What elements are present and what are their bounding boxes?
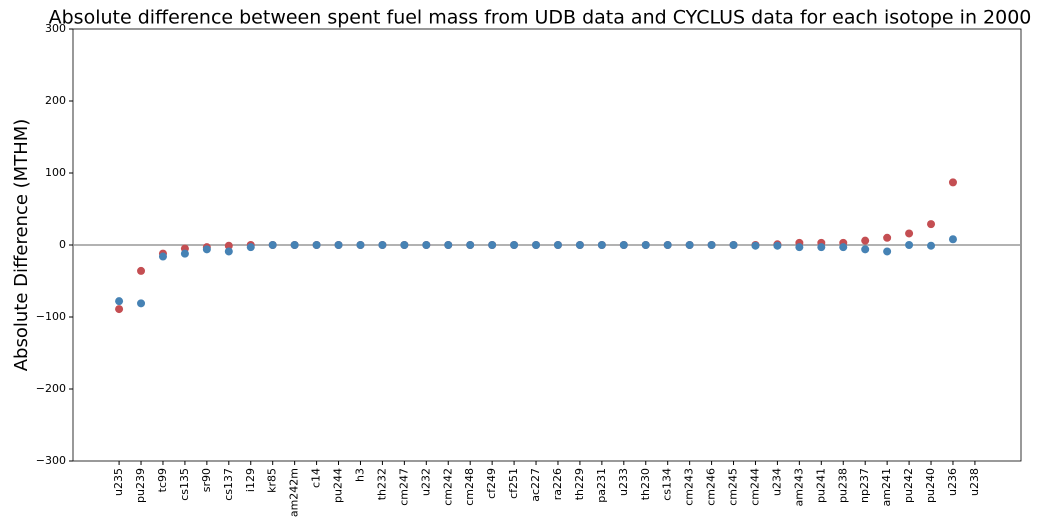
- point: [246, 243, 255, 252]
- point: [224, 241, 233, 250]
- x-tick-label: kr85: [266, 468, 279, 493]
- point: [334, 241, 343, 249]
- point: [685, 241, 694, 249]
- point: [905, 229, 914, 238]
- point: [619, 241, 628, 249]
- x-tick-label: cm246: [705, 468, 718, 506]
- x-tick-label: sr90: [200, 468, 213, 492]
- x-tick-label: pa231: [595, 468, 608, 503]
- point: [444, 241, 453, 249]
- point: [115, 297, 124, 306]
- x-tick-label: pu239: [134, 468, 147, 503]
- x-tick-label: cm248: [463, 468, 476, 506]
- point: [948, 235, 957, 244]
- x-tick-label: am242m: [288, 468, 301, 517]
- point: [597, 241, 606, 249]
- point: [202, 245, 211, 254]
- point: [641, 241, 650, 249]
- y-tick-label: −100: [36, 310, 66, 323]
- x-tick-label: cs134: [661, 468, 674, 501]
- x-tick-label: pu242: [902, 468, 915, 503]
- y-tick-label: 0: [59, 238, 66, 251]
- point: [532, 241, 541, 249]
- x-tick-label: c14: [310, 468, 323, 488]
- point: [553, 241, 562, 249]
- x-tick-label: cm247: [397, 468, 410, 506]
- point: [839, 243, 848, 252]
- point: [137, 299, 146, 308]
- point: [948, 178, 957, 187]
- x-tick-label: cs137: [222, 468, 235, 501]
- x-tick-label: pu238: [836, 468, 849, 503]
- x-tick-label: u232: [419, 468, 432, 496]
- point: [707, 241, 716, 249]
- x-tick-label: ra226: [551, 468, 564, 500]
- x-tick-label: cm243: [683, 468, 696, 506]
- x-tick-label: pu241: [814, 468, 827, 503]
- x-tick-label: u236: [946, 468, 959, 496]
- x-tick-label: am243: [792, 468, 805, 506]
- y-tick-label: 300: [45, 22, 66, 35]
- point: [795, 243, 804, 252]
- x-tick-label: cm245: [727, 468, 740, 506]
- point: [180, 249, 189, 258]
- point: [751, 241, 760, 250]
- x-tick-label: cf249: [485, 468, 498, 499]
- x-tick-label: pu244: [332, 468, 345, 503]
- point: [861, 245, 870, 254]
- point: [883, 247, 892, 256]
- point: [224, 247, 233, 256]
- x-tick-label: am241: [880, 468, 893, 506]
- y-tick-label: −200: [36, 382, 66, 395]
- x-tick-label: ac227: [529, 468, 542, 502]
- x-tick-label: np237: [858, 468, 871, 503]
- point: [268, 241, 277, 249]
- y-tick-label: 100: [45, 166, 66, 179]
- point: [158, 252, 167, 261]
- point: [356, 241, 365, 249]
- x-tick-label: u234: [770, 468, 783, 496]
- point: [378, 241, 387, 249]
- point: [773, 241, 782, 250]
- point: [927, 220, 936, 229]
- x-tick-label: u235: [112, 468, 125, 496]
- x-tick-label: th230: [639, 468, 652, 500]
- chart-title: Absolute difference between spent fuel m…: [49, 7, 1032, 29]
- point: [290, 241, 299, 249]
- x-tick-label: th229: [573, 468, 586, 500]
- y-tick-label: 200: [45, 94, 66, 107]
- point: [400, 241, 409, 249]
- point: [883, 233, 892, 242]
- point: [927, 241, 936, 250]
- point: [510, 241, 519, 249]
- point: [312, 241, 321, 249]
- x-tick-label: tc99: [156, 468, 169, 492]
- point: [817, 243, 826, 252]
- point: [729, 241, 738, 249]
- point: [575, 241, 584, 249]
- point: [137, 266, 146, 275]
- x-tick-label: u233: [617, 468, 630, 496]
- point: [422, 241, 431, 249]
- point: [861, 236, 870, 245]
- point: [488, 241, 497, 249]
- point: [905, 241, 914, 249]
- x-tick-label: th232: [375, 468, 388, 500]
- point: [115, 305, 124, 314]
- y-axis-label: Absolute Difference (MTHM): [11, 119, 32, 372]
- x-tick-label: cm242: [441, 468, 454, 506]
- x-tick-label: i129: [244, 468, 257, 492]
- x-tick-label: cs135: [178, 468, 191, 501]
- x-tick-label: cf251: [507, 468, 520, 499]
- x-tick-label: cm244: [748, 468, 761, 506]
- point: [663, 241, 672, 249]
- x-tick-label: h3: [353, 468, 366, 482]
- x-tick-label: u238: [968, 468, 981, 496]
- point: [466, 241, 475, 249]
- y-tick-label: −300: [36, 454, 66, 467]
- x-tick-label: pu240: [924, 468, 937, 503]
